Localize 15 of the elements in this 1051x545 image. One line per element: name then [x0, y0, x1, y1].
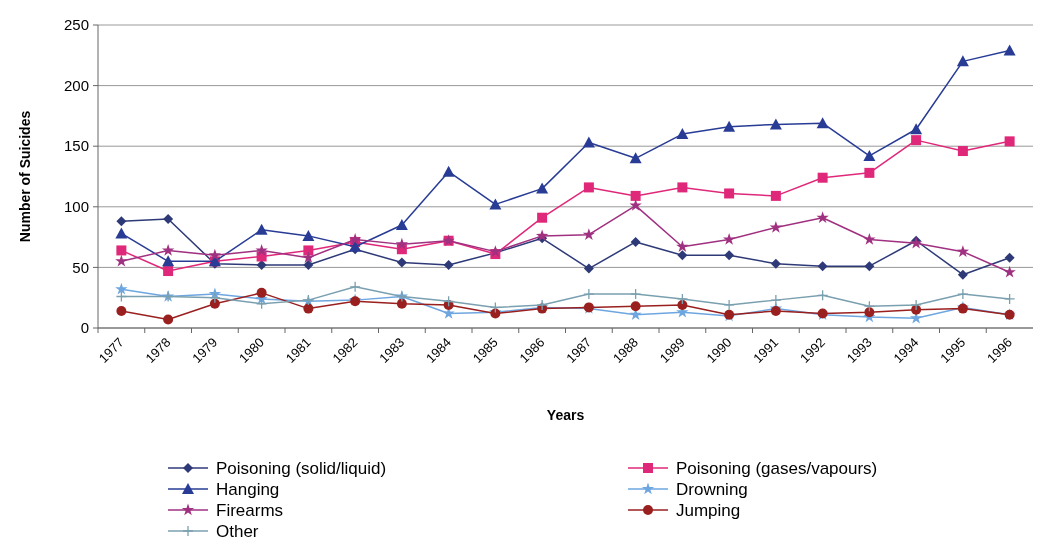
y-tick-label: 0 [80, 319, 89, 337]
legend-label: Hanging [216, 479, 280, 499]
y-tick-label: 150 [63, 137, 89, 155]
legend-label: Firearms [216, 500, 284, 520]
y-tick-label: 100 [63, 198, 89, 216]
y-axis-title: Number of Suicides [17, 110, 33, 243]
y-tick-label: 200 [63, 76, 89, 94]
legend-label: Jumping [676, 500, 741, 520]
legend-label: Other [216, 521, 259, 541]
y-tick-label: 50 [72, 258, 89, 276]
legend-label: Poisoning (solid/liquid) [216, 458, 387, 478]
x-axis-title: Years [546, 407, 585, 423]
y-tick-label: 250 [63, 16, 89, 34]
legend-label: Drowning [676, 479, 748, 499]
legend-label: Poisoning (gases/vapours) [676, 458, 878, 478]
